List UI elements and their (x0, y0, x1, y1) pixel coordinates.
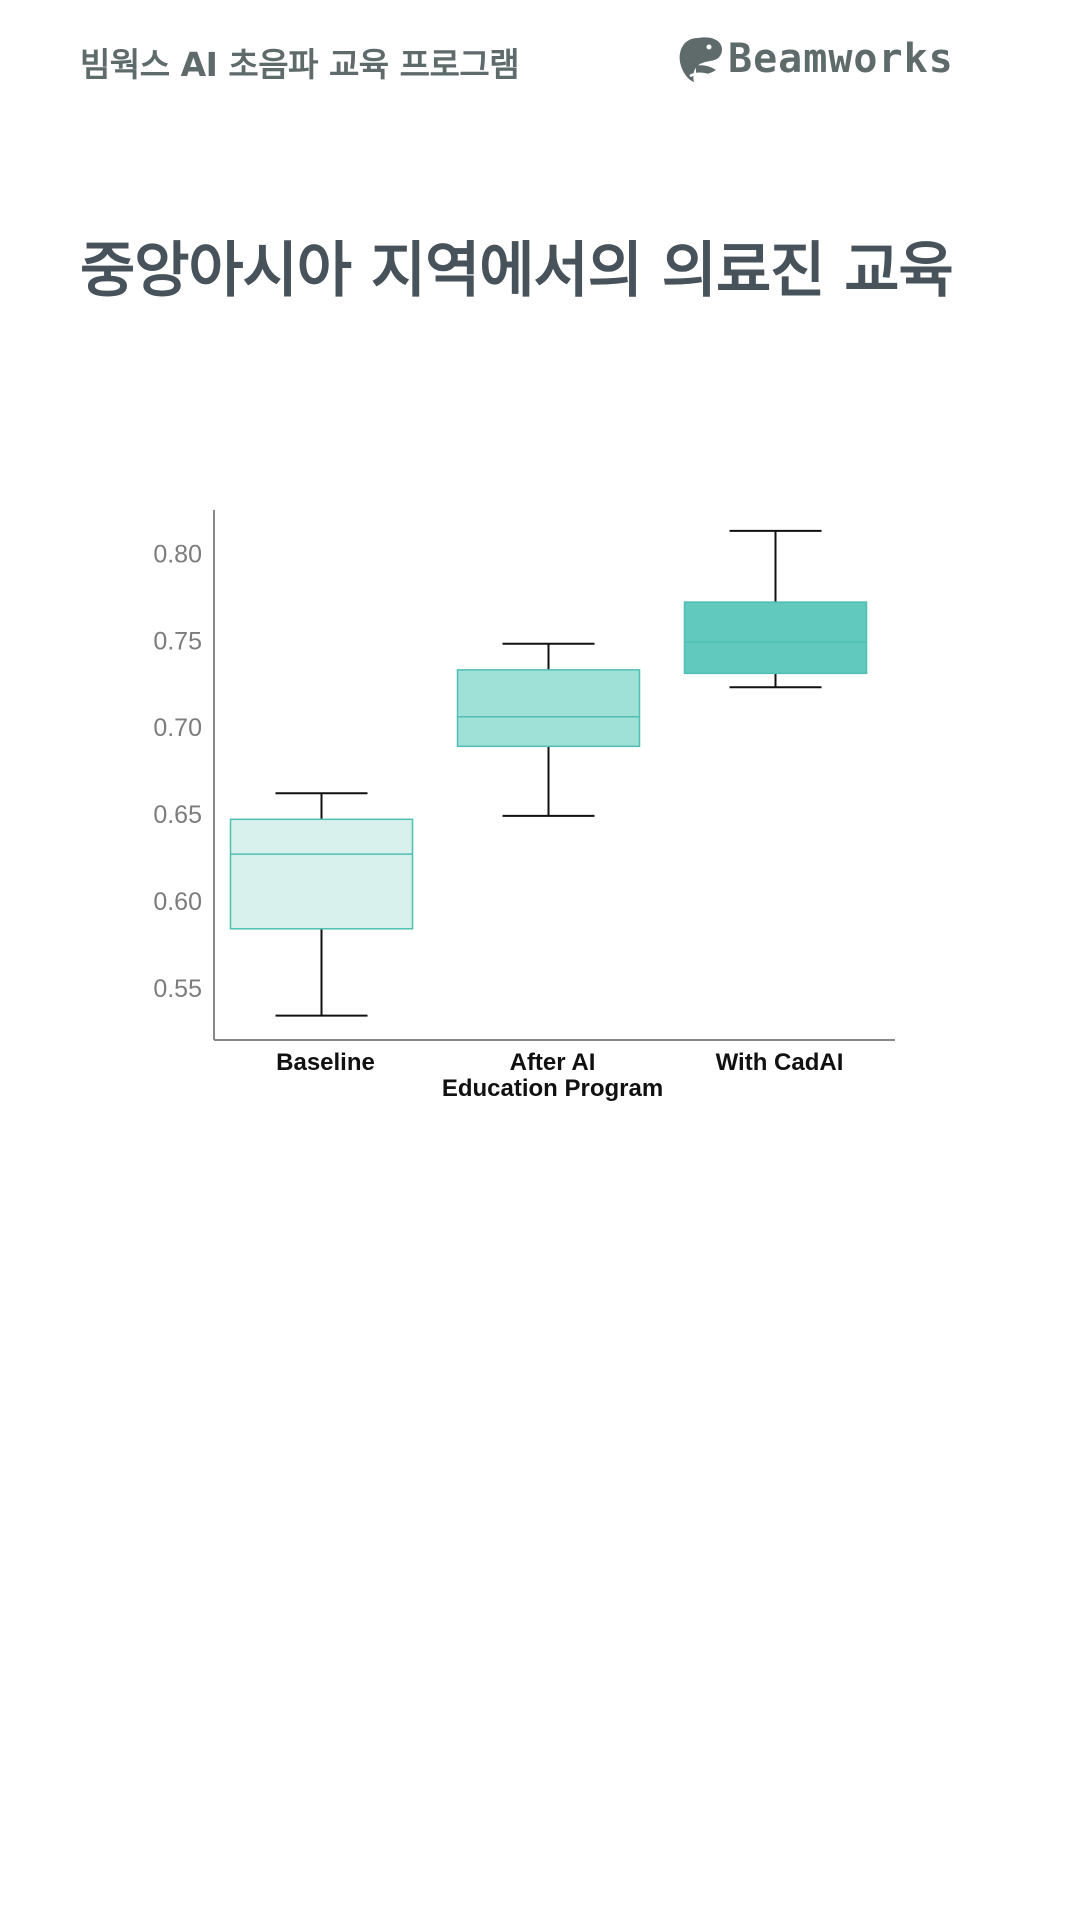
box-2 (683, 529, 868, 689)
box-plot-chart: 0.55 0.60 0.65 0.70 0.75 0.80 Baseline After A… (153, 510, 895, 1102)
program-title: 빔웍스 AI 초음파 교육 프로그램 (80, 45, 520, 84)
box-1 (456, 642, 641, 817)
y-tick-label: 0.70 (153, 714, 202, 742)
y-tick-label: 0.80 (153, 540, 202, 568)
x-category-label: After AI (510, 1049, 596, 1076)
y-tick-label: 0.65 (153, 801, 202, 829)
iqr-box (683, 601, 868, 675)
y-axis-ticks: 0.55 0.60 0.65 0.70 0.75 0.80 (153, 540, 202, 1002)
box-0 (229, 792, 414, 1017)
whale-icon (676, 37, 738, 82)
logo-wordmark: Beamworks (728, 36, 954, 82)
x-category-label: Education Program (442, 1075, 663, 1102)
y-tick-label: 0.60 (153, 888, 202, 916)
x-category-label: Baseline (276, 1049, 375, 1076)
beamworks-logo: Beamworks (676, 34, 1006, 84)
iqr-box (456, 669, 641, 748)
chart-axes (213, 510, 895, 1041)
x-category-label: With CadAI (716, 1049, 844, 1076)
iqr-box (229, 818, 414, 930)
box-series (229, 529, 868, 1017)
y-tick-label: 0.75 (153, 627, 202, 655)
y-tick-label: 0.55 (153, 975, 202, 1003)
page-title: 중앙아시아 지역에서의 의료진 교육 (80, 236, 954, 306)
